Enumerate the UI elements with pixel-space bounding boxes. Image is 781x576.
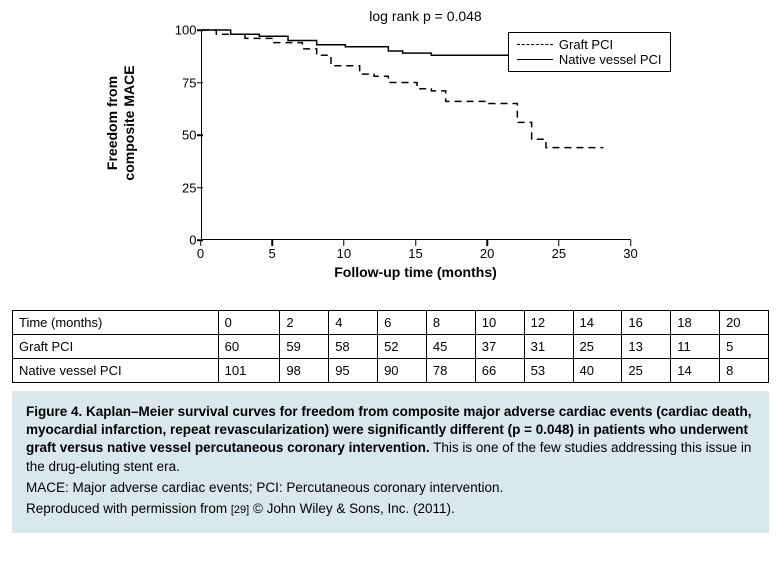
caption-abbrev: MACE: Major adverse cardiac events; PCI:… — [26, 479, 755, 497]
table-time-cell: 4 — [329, 311, 378, 335]
km-chart: log rank p = 0.048 Freedom fromcomposite… — [71, 8, 711, 298]
table-cell: 11 — [671, 335, 720, 359]
legend-label: Graft PCI — [559, 37, 613, 52]
table-cell: 98 — [280, 359, 329, 383]
x-tick-label: 20 — [472, 246, 502, 261]
y-tick-mark — [197, 29, 203, 31]
table-cell: 95 — [329, 359, 378, 383]
table-cell: 31 — [524, 335, 573, 359]
table-row: Graft PCI605958524537312513115 — [13, 335, 769, 359]
x-tick-label: 5 — [257, 246, 287, 261]
table-time-cell: 10 — [475, 311, 524, 335]
table-header-label: Time (months) — [13, 311, 219, 335]
table-cell: 13 — [622, 335, 671, 359]
x-tick-mark — [200, 240, 202, 246]
repro-prefix: Reproduced with permission from — [26, 501, 231, 516]
y-tick-mark — [197, 187, 203, 189]
table-time-cell: 0 — [218, 311, 280, 335]
table-cell: 58 — [329, 335, 378, 359]
table-cell: 40 — [573, 359, 622, 383]
table-cell: 90 — [378, 359, 427, 383]
table-cell: 59 — [280, 335, 329, 359]
figure-caption: Figure 4. Kaplan–Meier survival curves f… — [12, 391, 769, 533]
x-axis-label: Follow-up time (months) — [201, 264, 631, 280]
caption-reproduction: Reproduced with permission from [29] © J… — [26, 500, 755, 518]
legend-line — [517, 59, 553, 60]
legend-row: Native vessel PCI — [517, 52, 662, 67]
table-cell: 5 — [720, 335, 769, 359]
y-tick-mark — [197, 134, 203, 136]
table-row-label: Graft PCI — [13, 335, 219, 359]
table-time-cell: 12 — [524, 311, 573, 335]
repro-ref: [29] — [231, 504, 249, 516]
x-tick-mark — [486, 240, 488, 246]
y-tick-label: 50 — [157, 128, 197, 143]
table-cell: 25 — [573, 335, 622, 359]
legend-line — [517, 44, 553, 45]
x-tick-mark — [343, 240, 345, 246]
at-risk-table: Time (months)02468101214161820Graft PCI6… — [12, 310, 769, 383]
figure-label: Figure 4. — [26, 404, 82, 419]
legend-row: Graft PCI — [517, 37, 662, 52]
table-cell: 53 — [524, 359, 573, 383]
table-cell: 8 — [720, 359, 769, 383]
table-cell: 78 — [426, 359, 475, 383]
table-time-cell: 18 — [671, 311, 720, 335]
table-cell: 37 — [475, 335, 524, 359]
table-cell: 66 — [475, 359, 524, 383]
table-cell: 52 — [378, 335, 427, 359]
y-tick-label: 25 — [157, 180, 197, 195]
table-cell: 45 — [426, 335, 475, 359]
y-tick-label: 100 — [157, 23, 197, 38]
table-time-cell: 20 — [720, 311, 769, 335]
x-tick-mark — [558, 240, 560, 246]
y-tick-mark — [197, 82, 203, 84]
table-row: Native vessel PCI1019895907866534025148 — [13, 359, 769, 383]
x-tick-label: 10 — [329, 246, 359, 261]
x-tick-mark — [271, 240, 273, 246]
x-tick-label: 15 — [401, 246, 431, 261]
repro-suffix: © John Wiley & Sons, Inc. (2011). — [249, 501, 455, 516]
table-row: Time (months)02468101214161820 — [13, 311, 769, 335]
table-time-cell: 14 — [573, 311, 622, 335]
table-time-cell: 2 — [280, 311, 329, 335]
legend: Graft PCINative vessel PCI — [508, 32, 671, 72]
x-tick-label: 0 — [186, 246, 216, 261]
x-tick-label: 25 — [544, 246, 574, 261]
table-time-cell: 16 — [622, 311, 671, 335]
x-tick-mark — [415, 240, 417, 246]
table-cell: 101 — [218, 359, 280, 383]
table-cell: 14 — [671, 359, 720, 383]
table-time-cell: 8 — [426, 311, 475, 335]
legend-label: Native vessel PCI — [559, 52, 662, 67]
y-tick-label: 75 — [157, 75, 197, 90]
table-cell: 25 — [622, 359, 671, 383]
table-time-cell: 6 — [378, 311, 427, 335]
y-axis-label: Freedom fromcomposite MACE — [104, 23, 138, 223]
x-tick-mark — [630, 240, 632, 246]
table-row-label: Native vessel PCI — [13, 359, 219, 383]
chart-top-label: log rank p = 0.048 — [301, 8, 551, 24]
table-cell: 60 — [218, 335, 280, 359]
x-tick-label: 30 — [616, 246, 646, 261]
